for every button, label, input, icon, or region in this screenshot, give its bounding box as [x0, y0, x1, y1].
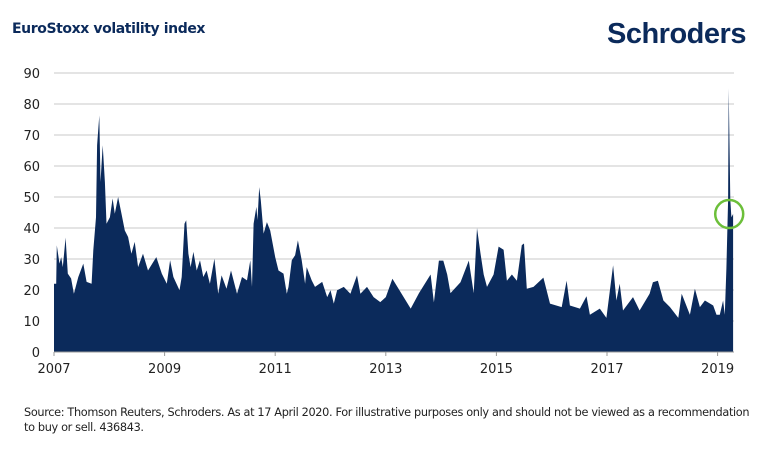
y-tick-label: 90: [23, 67, 40, 82]
y-axis-ticks: 0 10 20 30 40 50 60 70 80 90: [23, 67, 40, 361]
y-tick-label: 80: [23, 98, 40, 113]
annotation-circle: [713, 198, 745, 230]
chart-title: EuroStoxx volatility index: [12, 21, 206, 37]
schroders-logo: Schroders: [607, 18, 746, 50]
x-tick-label: 2009: [148, 362, 181, 377]
source-note: Source: Thomson Reuters, Schroders. As a…: [24, 406, 750, 434]
chart: 0 10 20 30 40 50 60 70 80 90 2007 2009 2011 2013 2015…: [23, 67, 745, 377]
x-axis-ticks: 2007 2009 2011 2013 2015 2017 2019: [37, 352, 734, 377]
x-tick-label: 2011: [259, 362, 292, 377]
y-tick-label: 0: [32, 346, 40, 361]
y-tick-label: 70: [23, 129, 40, 144]
x-tick-label: 2017: [590, 362, 623, 377]
series-area: [54, 88, 734, 352]
y-tick-label: 50: [23, 191, 40, 206]
x-tick-label: 2019: [701, 362, 734, 377]
x-tick-label: 2007: [37, 362, 70, 377]
y-tick-label: 20: [23, 284, 40, 299]
y-tick-label: 60: [23, 160, 40, 175]
y-tick-label: 40: [23, 222, 40, 237]
x-tick-label: 2015: [480, 362, 513, 377]
x-tick-label: 2013: [369, 362, 402, 377]
y-tick-label: 30: [23, 253, 40, 268]
y-tick-label: 10: [23, 315, 40, 330]
